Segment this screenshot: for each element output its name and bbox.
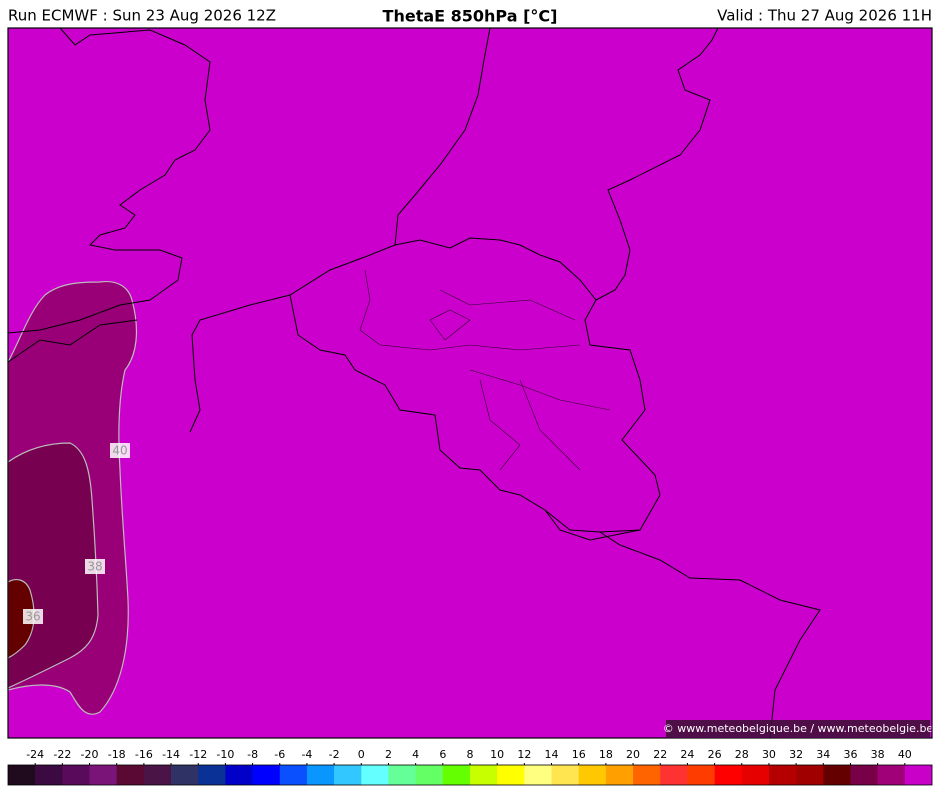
coastline: [7, 27, 211, 334]
map-title: ThetaE 850hPa [°C]: [383, 7, 558, 26]
colorbar-label: -4: [301, 748, 312, 761]
valid-label: Valid : Thu 27 Aug 2026 11H: [717, 7, 932, 25]
colorbar-label: 6: [439, 748, 446, 761]
colorbar-box: [89, 765, 118, 785]
colorbar-box: [524, 765, 552, 785]
colorbar-box: [279, 765, 308, 785]
credit: © www.meteobelgique.be / www.meteobelgie…: [663, 722, 934, 735]
colorbar-box: [62, 765, 90, 785]
colorbar-box: [306, 765, 335, 785]
colorbar-label: 4: [412, 748, 419, 761]
colorbar-label: 36: [843, 748, 857, 761]
colorbar-label: 14: [545, 748, 559, 761]
colorbar-box: [252, 765, 281, 785]
colorbar-label: 20: [626, 748, 640, 761]
colorbar-label: 0: [358, 748, 365, 761]
colorbar-label: 16: [572, 748, 586, 761]
colorbar-box: [605, 765, 634, 785]
label-background: [110, 443, 130, 458]
colorbar: -24 -22 -20 -18 -16 -14 -12 -10 -8 -6 -4 -2 0 2 4 6 8 10 1…: [7, 748, 933, 786]
colorbar-box: [714, 765, 743, 785]
colorbar-label: 8: [467, 748, 474, 761]
colorbar-box: [578, 765, 607, 785]
colorbar-box: [171, 765, 199, 785]
colorbar-label: 28: [735, 748, 749, 761]
colorbar-label: 10: [490, 748, 504, 761]
colorbar-label: -8: [247, 748, 258, 761]
country-border: [595, 27, 719, 301]
colorbar-box: [198, 765, 226, 785]
map-area: 40 38 36 © www.meteobelgique.be / www.me…: [7, 27, 934, 739]
colorbar-label: -18: [108, 748, 126, 761]
colorbar-label: 18: [599, 748, 613, 761]
country-border: [289, 237, 661, 533]
coastline: [189, 27, 491, 433]
colorbar-box: [768, 765, 797, 785]
contour-label: 36: [25, 610, 40, 624]
contour-label: 40: [112, 444, 127, 458]
colorbar-box: [35, 765, 63, 785]
colorbar-box: [470, 765, 498, 785]
colorbar-label: -20: [81, 748, 99, 761]
colorbar-label: 34: [816, 748, 830, 761]
colorbar-box: [116, 765, 145, 785]
contour-label: 38: [87, 560, 102, 574]
colorbar-box: [497, 765, 525, 785]
colorbar-box: [388, 765, 416, 785]
colorbar-box: [741, 765, 770, 785]
colorbar-label: -16: [135, 748, 153, 761]
colorbar-box: [687, 765, 715, 785]
label-background: [23, 609, 43, 624]
map-background: [8, 28, 932, 738]
colorbar-label: 38: [871, 748, 885, 761]
colorbar-label: -6: [274, 748, 285, 761]
colorbar-label: -22: [53, 748, 71, 761]
colorbar-box: [823, 765, 851, 785]
colorbar-box: [850, 765, 878, 785]
colorbar-box: [143, 765, 172, 785]
map-frame: [7, 27, 933, 739]
colorbar-box: [551, 765, 580, 785]
colorbar-label: 30: [762, 748, 776, 761]
colorbar-label: 22: [653, 748, 667, 761]
colorbar-box: [904, 765, 933, 785]
colorbar-box: [361, 765, 389, 785]
colorbar-box: [442, 765, 471, 785]
country-border: [544, 509, 641, 541]
colorbar-label: 2: [385, 748, 392, 761]
country-border: [599, 531, 821, 739]
colorbar-label: -14: [162, 748, 180, 761]
colorbar-label: 32: [789, 748, 803, 761]
colorbar-box: [660, 765, 688, 785]
colorbar-label: -12: [189, 748, 207, 761]
colorbar-box: [796, 765, 824, 785]
colorbar-label: 12: [517, 748, 531, 761]
colorbar-label: 40: [898, 748, 912, 761]
colorbar-box: [633, 765, 661, 785]
colorbar-label: 24: [680, 748, 694, 761]
label-background: [85, 559, 105, 574]
colorbar-label: -10: [216, 748, 234, 761]
run-label: Run ECMWF : Sun 23 Aug 2026 12Z: [8, 7, 276, 25]
colorbar-box: [8, 765, 36, 785]
credit-background: [666, 720, 930, 737]
colorbar-box: [415, 765, 444, 785]
contour-label-group: 40 38 36: [23, 443, 130, 624]
colorbar-label: -24: [26, 748, 44, 761]
coastline: [7, 319, 138, 363]
colorbar-box: [225, 765, 253, 785]
colorbar-label: 26: [708, 748, 722, 761]
colorbar-box: [334, 765, 362, 785]
colorbar-box: [877, 765, 906, 785]
colorbar-label: -2: [329, 748, 340, 761]
region-border: [359, 269, 611, 471]
